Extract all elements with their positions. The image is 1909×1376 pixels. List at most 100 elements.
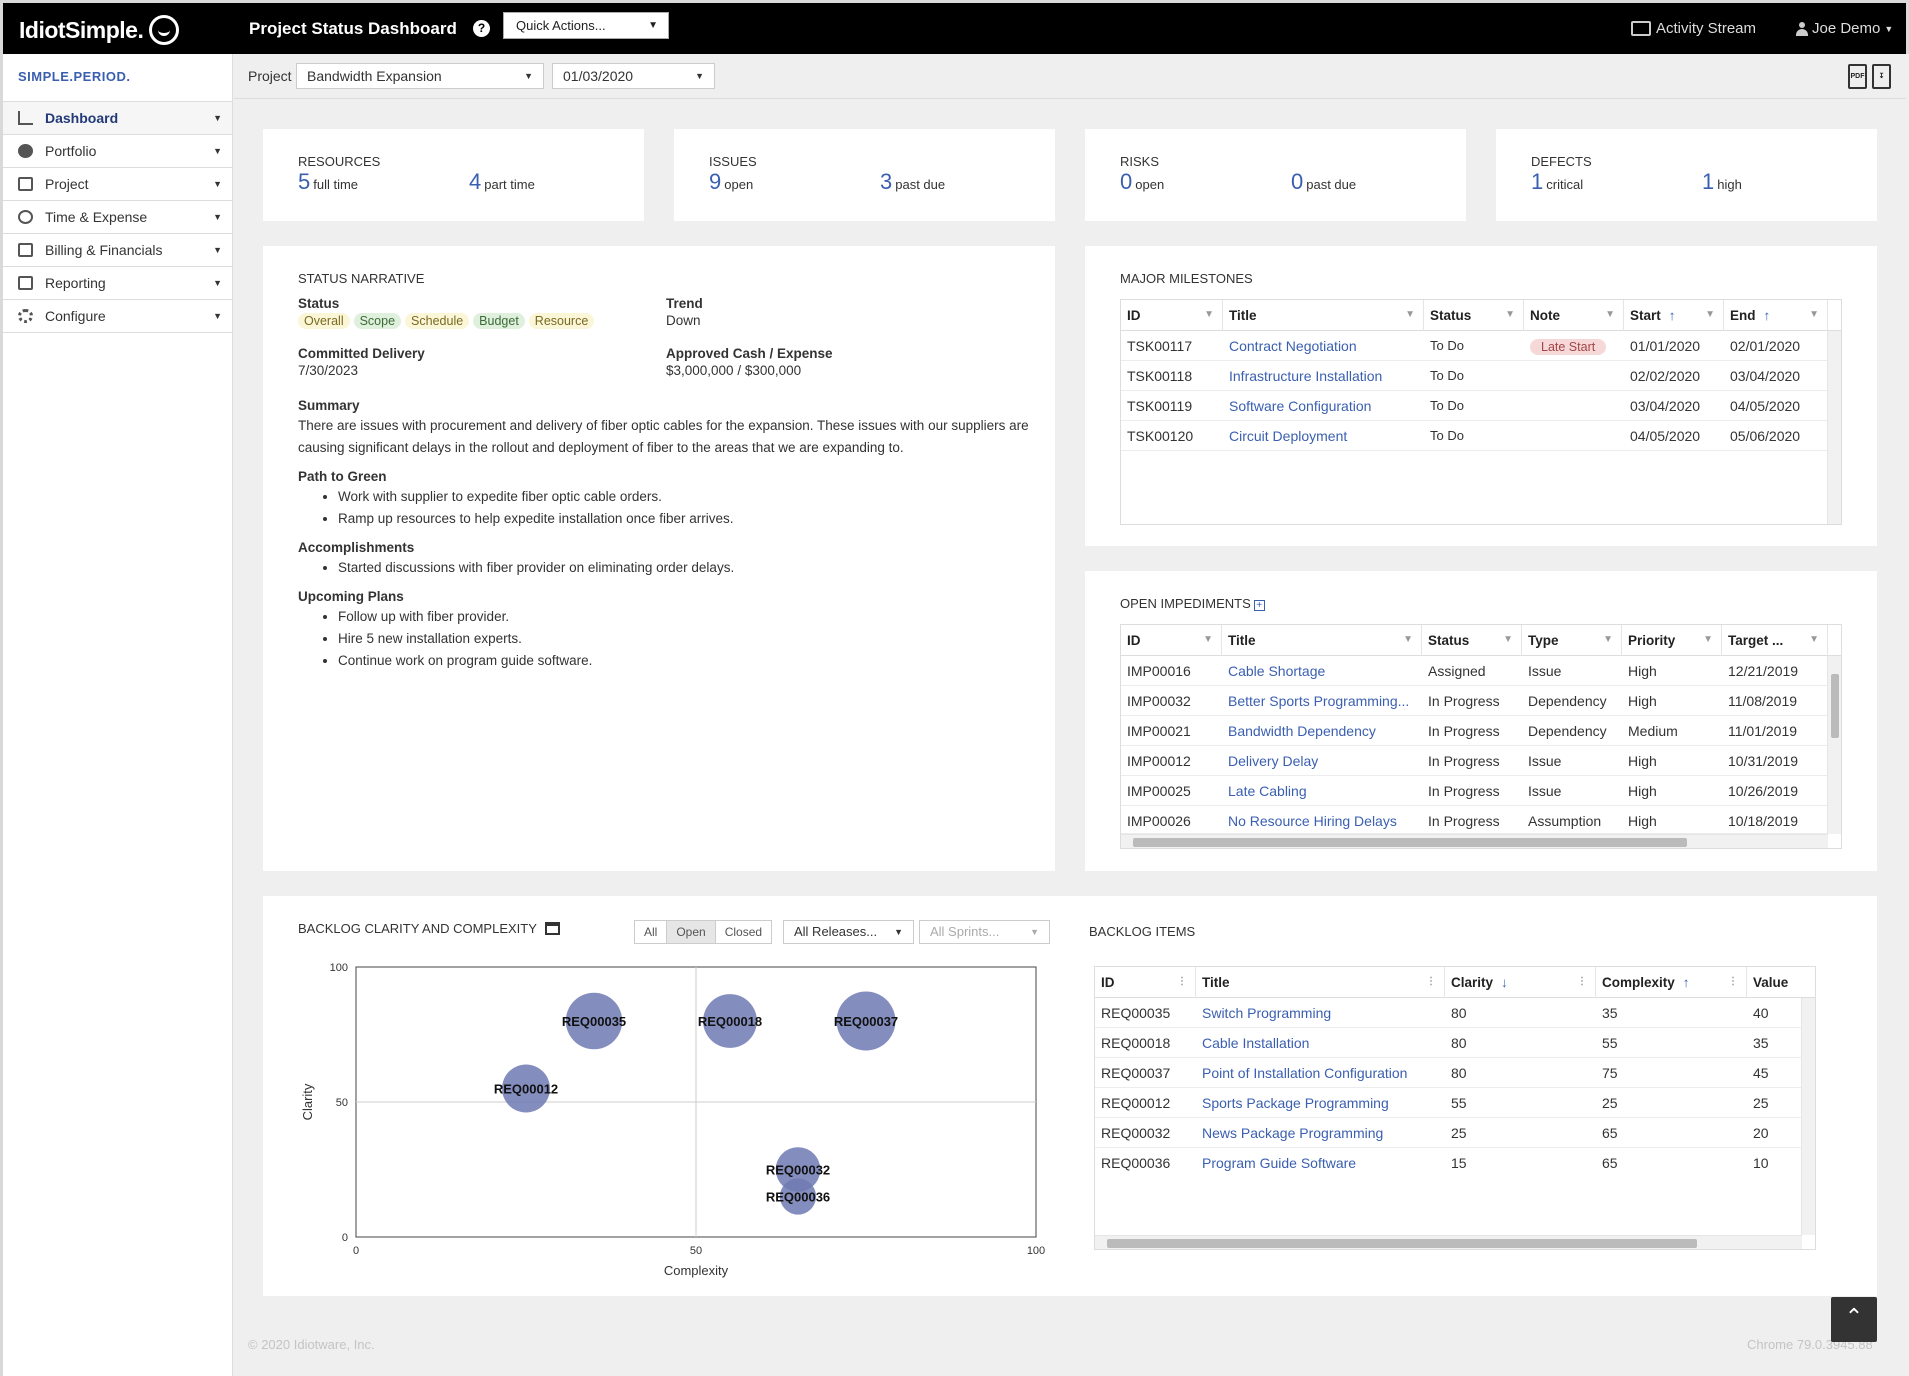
column-header-id[interactable]: ID ▼ [1121, 300, 1223, 331]
export-report-icon[interactable]: ↧ [1872, 64, 1891, 89]
cell-title-link[interactable]: Program Guide Software [1202, 1155, 1357, 1171]
table-row[interactable]: IMP00016 Cable Shortage Assigned Issue H… [1121, 656, 1841, 686]
column-header-priority[interactable]: Priority ▼ [1622, 625, 1722, 656]
column-header-id[interactable]: ID ▼ [1121, 625, 1222, 656]
filter-icon[interactable]: ▼ [1703, 634, 1713, 645]
column-header-status[interactable]: Status ▼ [1424, 300, 1524, 331]
column-menu-icon[interactable]: ⋮ [1728, 976, 1738, 987]
column-header-target[interactable]: Target ... ▼ [1722, 625, 1828, 656]
sidebar-item-portfolio[interactable]: Portfolio ▼ [3, 135, 232, 168]
table-row[interactable]: IMP00021 Bandwidth Dependency In Progres… [1121, 716, 1841, 746]
add-impediment-icon[interactable]: + [1253, 600, 1265, 611]
window-icon[interactable] [544, 922, 560, 935]
table-row[interactable]: REQ00018 Cable Installation 80 55 35 [1095, 1028, 1815, 1058]
cell-title-link[interactable]: Cable Shortage [1228, 663, 1326, 679]
sidebar-item-dashboard[interactable]: Dashboard ▼ [3, 102, 232, 135]
releases-select[interactable]: All Releases... ▼ [783, 920, 914, 944]
cell-title-link[interactable]: Delivery Delay [1228, 753, 1319, 769]
table-row[interactable]: REQ00012 Sports Package Programming 55 2… [1095, 1088, 1815, 1118]
cell-title-link[interactable]: Circuit Deployment [1229, 428, 1348, 444]
column-menu-icon[interactable]: ⋮ [1426, 976, 1436, 987]
sidebar-item-configure[interactable]: Configure ▼ [3, 300, 232, 333]
table-row[interactable]: IMP00025 Late Cabling In Progress Issue … [1121, 776, 1841, 806]
activity-stream-link[interactable]: Activity Stream [1631, 20, 1756, 37]
column-header-clarity[interactable]: Clarity ↓ ⋮ [1445, 967, 1596, 998]
filter-icon[interactable]: ▼ [1505, 309, 1515, 320]
column-header-complexity[interactable]: Complexity ↑ ⋮ [1596, 967, 1747, 998]
project-select[interactable]: Bandwidth Expansion ▼ [296, 63, 544, 89]
table-row[interactable]: TSK00120 Circuit Deployment To Do 04/05/… [1121, 421, 1841, 451]
table-row[interactable]: REQ00032 News Package Programming 25 65 … [1095, 1118, 1815, 1148]
column-header-note[interactable]: Note ▼ [1524, 300, 1624, 331]
export-pdf-icon[interactable]: PDF [1848, 64, 1867, 89]
filter-icon[interactable]: ▼ [1603, 634, 1613, 645]
filter-icon[interactable]: ▼ [1503, 634, 1513, 645]
cell-title-link[interactable]: Better Sports Programming... [1228, 693, 1410, 709]
column-header-start[interactable]: Start ↑ ▼ [1624, 300, 1724, 331]
sidebar-item-time-expense[interactable]: Time & Expense ▼ [3, 201, 232, 234]
table-row[interactable]: IMP00032 Better Sports Programming... In… [1121, 686, 1841, 716]
table-row[interactable]: REQ00036 Program Guide Software 15 65 10 [1095, 1148, 1815, 1178]
column-header-title[interactable]: Title ▼ [1222, 625, 1422, 656]
vertical-scrollbar[interactable] [1827, 331, 1841, 524]
filter-icon[interactable]: ▼ [1405, 309, 1415, 320]
scrollbar-thumb[interactable] [1831, 674, 1839, 738]
bubble [502, 1064, 550, 1113]
column-header-id[interactable]: ID ⋮ [1095, 967, 1196, 998]
cell-title-link[interactable]: Contract Negotiation [1229, 338, 1357, 354]
horizontal-scrollbar[interactable] [1095, 1235, 1802, 1249]
cell-title-link[interactable]: Point of Installation Configuration [1202, 1065, 1408, 1081]
column-header-type[interactable]: Type ▼ [1522, 625, 1622, 656]
vertical-scrollbar[interactable] [1801, 998, 1815, 1235]
scrollbar-thumb[interactable] [1107, 1239, 1697, 1248]
cell-title-link[interactable]: Software Configuration [1229, 398, 1372, 414]
table-row[interactable]: IMP00012 Delivery Delay In Progress Issu… [1121, 746, 1841, 776]
help-icon[interactable]: ? [473, 20, 490, 37]
user-menu[interactable]: Joe Demo ▼ [1796, 20, 1893, 37]
column-header-end[interactable]: End ↑ ▼ [1724, 300, 1828, 331]
filter-all-button[interactable]: All [635, 921, 668, 943]
scrollbar-thumb[interactable] [1133, 838, 1687, 847]
column-header-status[interactable]: Status ▼ [1422, 625, 1522, 656]
table-row[interactable]: IMP00026 No Resource Hiring Delays In Pr… [1121, 806, 1841, 834]
cell-title-link[interactable]: Late Cabling [1228, 783, 1307, 799]
sidebar-item-project[interactable]: Project ▼ [3, 168, 232, 201]
quick-actions-dropdown[interactable]: Quick Actions... ▼ [503, 12, 669, 39]
column-header-title[interactable]: Title ▼ [1223, 300, 1424, 331]
sidebar-item-reporting[interactable]: Reporting ▼ [3, 267, 232, 300]
cell-title-link[interactable]: Bandwidth Dependency [1228, 723, 1376, 739]
cell-title-link[interactable]: Switch Programming [1202, 1005, 1332, 1021]
sprints-select[interactable]: All Sprints... ▼ [919, 920, 1050, 944]
table-row[interactable]: TSK00119 Software Configuration To Do 03… [1121, 391, 1841, 421]
column-header-value[interactable]: Value [1753, 975, 1789, 990]
table-row[interactable]: REQ00037 Point of Installation Configura… [1095, 1058, 1815, 1088]
filter-icon[interactable]: ▼ [1203, 634, 1213, 645]
filter-icon[interactable]: ▼ [1809, 634, 1819, 645]
horizontal-scrollbar[interactable] [1121, 834, 1828, 848]
table-row[interactable]: TSK00118 Infrastructure Installation To … [1121, 361, 1841, 391]
cell-title-link[interactable]: Infrastructure Installation [1229, 368, 1383, 384]
cell-title-link[interactable]: News Package Programming [1202, 1125, 1384, 1141]
table-row[interactable]: TSK00117 Contract Negotiation To Do Late… [1121, 331, 1841, 361]
column-menu-icon[interactable]: ⋮ [1177, 976, 1187, 987]
cell-title-link[interactable]: Cable Installation [1202, 1035, 1310, 1051]
risks-open: 0 open [1120, 169, 1165, 194]
cell-title-link[interactable]: No Resource Hiring Delays [1228, 813, 1397, 829]
filter-closed-button[interactable]: Closed [724, 925, 763, 939]
filter-icon[interactable]: ▼ [1809, 309, 1819, 320]
column-menu-icon[interactable]: ⋮ [1577, 976, 1587, 987]
cell-clarity: 80 [1451, 1005, 1467, 1021]
date-select[interactable]: 01/03/2020 ▼ [552, 63, 715, 89]
cell-title-link[interactable]: Sports Package Programming [1202, 1095, 1389, 1111]
filter-icon[interactable]: ▼ [1204, 309, 1214, 320]
sidebar-item-billing[interactable]: Billing & Financials ▼ [3, 234, 232, 267]
table-row[interactable]: REQ00035 Switch Programming 80 35 40 [1095, 998, 1815, 1028]
vertical-scrollbar[interactable] [1827, 656, 1841, 834]
logo[interactable]: IdiotSimple. [19, 15, 180, 45]
filter-open-button[interactable]: Open [667, 921, 716, 943]
column-header-title[interactable]: Title ⋮ [1196, 967, 1445, 998]
filter-icon[interactable]: ▼ [1403, 634, 1413, 645]
filter-icon[interactable]: ▼ [1705, 309, 1715, 320]
filter-icon[interactable]: ▼ [1605, 309, 1615, 320]
scroll-to-top-button[interactable]: ⌃ [1831, 1297, 1877, 1342]
